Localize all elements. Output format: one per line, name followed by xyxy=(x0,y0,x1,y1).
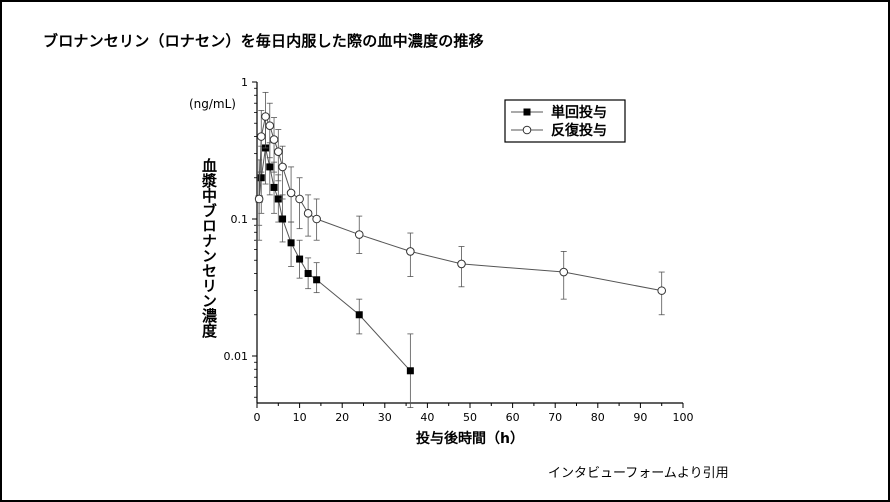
x-tick-label: 90 xyxy=(633,411,647,424)
series-single-dose xyxy=(255,117,414,409)
data-point xyxy=(261,112,270,121)
data-point xyxy=(312,214,321,224)
source-credit: インタビューフォームより引用 xyxy=(548,466,729,481)
x-tick-label: 40 xyxy=(420,411,434,424)
data-point xyxy=(279,215,287,223)
series-line xyxy=(258,114,662,292)
y-axis-unit: (ng/mL) xyxy=(189,97,236,111)
x-tick-label: 10 xyxy=(293,411,307,424)
data-point xyxy=(303,209,313,218)
data-point xyxy=(406,247,415,256)
data-point xyxy=(295,194,304,204)
legend-marker xyxy=(522,125,532,135)
data-point xyxy=(266,163,274,171)
legend-label: 単回投与 xyxy=(551,104,607,121)
data-point xyxy=(270,183,278,191)
legend-marker xyxy=(523,108,531,116)
data-point xyxy=(256,132,266,141)
page-title: ブロナンセリン（ロナセン）を毎日内服した際の血中濃度の推移 xyxy=(43,32,484,50)
data-point xyxy=(304,270,312,278)
y-tick-label: 1 xyxy=(241,76,248,89)
data-point xyxy=(265,121,275,130)
x-tick-label: 30 xyxy=(378,411,392,424)
x-tick-label: 100 xyxy=(673,411,694,424)
data-point xyxy=(355,311,363,319)
data-series xyxy=(254,91,667,409)
y-tick-label: 0.1 xyxy=(231,213,249,226)
axes: 0 10 20 30 40 50 60 70 80 90 100 1 0.1 0.01 xyxy=(224,76,694,424)
data-point xyxy=(657,286,667,295)
x-tick-label: 0 xyxy=(254,411,261,424)
x-tick-label: 20 xyxy=(335,411,349,424)
data-point xyxy=(269,135,279,144)
x-axis-label: 投与後時間（h） xyxy=(416,430,524,447)
series-line xyxy=(258,147,411,372)
data-point xyxy=(274,147,283,156)
data-point xyxy=(296,255,304,263)
x-tick-label: 60 xyxy=(506,411,520,424)
x-tick-label: 70 xyxy=(548,411,562,424)
y-tick-label: 0.01 xyxy=(224,350,249,363)
data-point xyxy=(313,276,321,284)
data-point xyxy=(278,162,287,172)
x-tick-label: 80 xyxy=(591,411,605,424)
data-point xyxy=(457,259,466,269)
y-axis-label: 血漿中ブロナンセリン濃度 xyxy=(200,158,218,338)
data-point xyxy=(254,194,264,204)
data-point xyxy=(257,174,265,182)
data-point xyxy=(406,367,414,375)
data-point xyxy=(287,239,295,247)
data-point xyxy=(559,267,569,277)
series-repeat-dose xyxy=(254,91,667,316)
data-point xyxy=(354,230,364,239)
legend-box xyxy=(504,99,626,143)
data-point xyxy=(274,195,282,203)
x-tick-label: 50 xyxy=(463,411,477,424)
legend-label: 反復投与 xyxy=(551,122,607,139)
data-point xyxy=(286,188,296,198)
